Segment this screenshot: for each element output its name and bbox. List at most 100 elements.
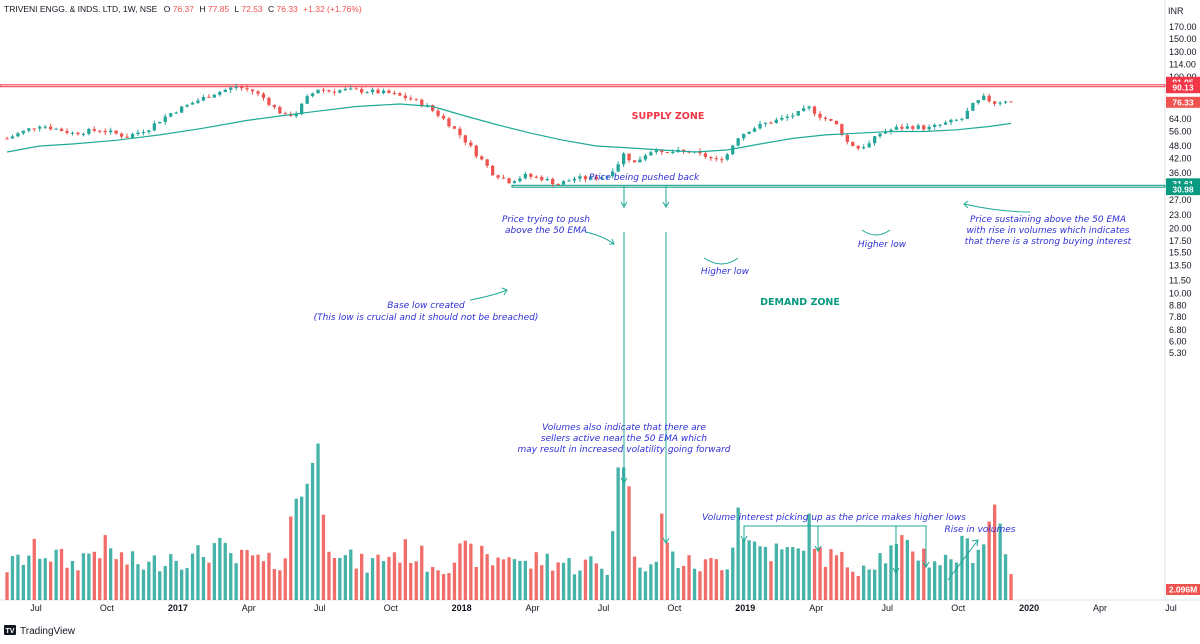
candle-body: [130, 134, 135, 138]
volume-bar: [960, 535, 964, 600]
sustain-arrow: [963, 203, 1031, 213]
candle-body: [431, 105, 435, 111]
candle-body: [81, 133, 86, 135]
open-prefix: O: [164, 4, 171, 14]
volume-bar: [43, 558, 47, 600]
candle-body: [354, 88, 358, 90]
volume-bar: [600, 568, 604, 600]
candle-body: [752, 128, 757, 132]
volume-bar: [796, 548, 800, 600]
candle-body: [589, 176, 593, 180]
candle-body: [780, 117, 784, 120]
volume-bar: [76, 570, 80, 600]
volume-bar: [774, 543, 778, 600]
low-prefix: L: [235, 4, 240, 14]
candle-body: [234, 87, 238, 88]
volume-bar: [616, 467, 620, 600]
time-tick-label: Jul: [30, 603, 42, 613]
push-ema-arrow: [585, 231, 615, 245]
symbol-label: TRIVENI ENGG. & INDS. LTD, 1W, NSE: [4, 4, 158, 14]
volume-bar: [720, 570, 724, 600]
volume-bar: [365, 572, 369, 600]
candle-body: [512, 181, 517, 184]
candle-body: [32, 128, 36, 130]
candle-body: [594, 176, 598, 180]
time-tick-label: 2018: [452, 603, 472, 613]
rise-volumes-arrow: [947, 539, 979, 581]
candle-body: [414, 99, 418, 101]
volume-interest-arrowhead-2: [814, 545, 822, 552]
volume-bar: [954, 562, 959, 600]
volume-bar: [169, 554, 173, 600]
volume-bar: [201, 557, 206, 600]
supply-zone: SUPPLY ZONE: [0, 84, 1166, 122]
candle-body: [883, 131, 888, 134]
volume-bar: [119, 552, 124, 600]
candle-body: [338, 90, 342, 93]
volume-bar: [70, 561, 75, 600]
volume-bar: [218, 537, 222, 600]
volume-bar: [802, 550, 806, 600]
candle-body: [534, 176, 538, 178]
candle-body: [398, 93, 402, 96]
candle-body: [485, 159, 489, 166]
volume-bar: [911, 551, 915, 600]
volume-bar: [829, 549, 833, 600]
volume-bar: [703, 559, 708, 600]
volume-bar: [747, 540, 751, 600]
volume-bar: [583, 559, 588, 600]
volume-bar: [163, 566, 167, 600]
candle-body: [507, 178, 511, 184]
candle-body: [758, 123, 762, 129]
candle-body: [971, 103, 975, 111]
candle-body: [682, 149, 686, 152]
price-tick-label: 6.80: [1169, 325, 1187, 335]
volume-bar: [256, 554, 260, 600]
volume-bar: [480, 545, 484, 600]
volume-bar: [769, 561, 773, 600]
volume-bar: [545, 553, 549, 600]
time-tick-label: Apr: [525, 603, 539, 613]
tradingview-brand[interactable]: TV TradingView: [4, 625, 76, 637]
supply-bottom-badge: [1166, 82, 1200, 94]
volume-bar: [338, 557, 342, 600]
candle-body: [141, 132, 146, 133]
candle-body: [709, 157, 713, 159]
volume-bar: [349, 549, 353, 600]
price-badges: 91.95 90.13 76.33 31.61 30.98 2.096M: [1166, 76, 1200, 595]
volume-bar: [316, 443, 320, 600]
candle-body: [545, 179, 549, 181]
volume-bar: [507, 557, 511, 600]
candle-body: [381, 90, 386, 94]
candle-body: [774, 119, 778, 123]
candle-body: [218, 91, 222, 95]
candle-body: [387, 90, 391, 93]
candle-body: [561, 181, 566, 185]
volume-bar: [534, 552, 538, 600]
candle-body: [791, 115, 795, 117]
volume-bar: [360, 553, 364, 600]
candle-body: [310, 93, 315, 97]
volume-bar: [92, 551, 96, 600]
candle-body: [807, 106, 811, 109]
candle-body: [332, 91, 337, 93]
candle-body: [212, 94, 216, 98]
candle-body: [703, 153, 708, 157]
time-tick-label: 2020: [1019, 603, 1039, 613]
close-prefix: C: [268, 4, 274, 14]
volume-bar: [807, 513, 811, 600]
volume-bar: [687, 555, 691, 600]
supply-bottom-badge-text: 90.13: [1172, 83, 1194, 93]
rise-volumes-arrowhead: [971, 539, 979, 547]
note-rise-volumes: Rise in volumes: [945, 525, 1016, 535]
candle-body: [469, 142, 473, 146]
candle-body: [965, 110, 969, 119]
pushed-back-arrowhead-1: [620, 201, 628, 208]
candle-body: [245, 88, 249, 90]
volume-bar: [785, 547, 789, 600]
volume-bar: [223, 542, 227, 600]
candle-body: [474, 145, 478, 157]
